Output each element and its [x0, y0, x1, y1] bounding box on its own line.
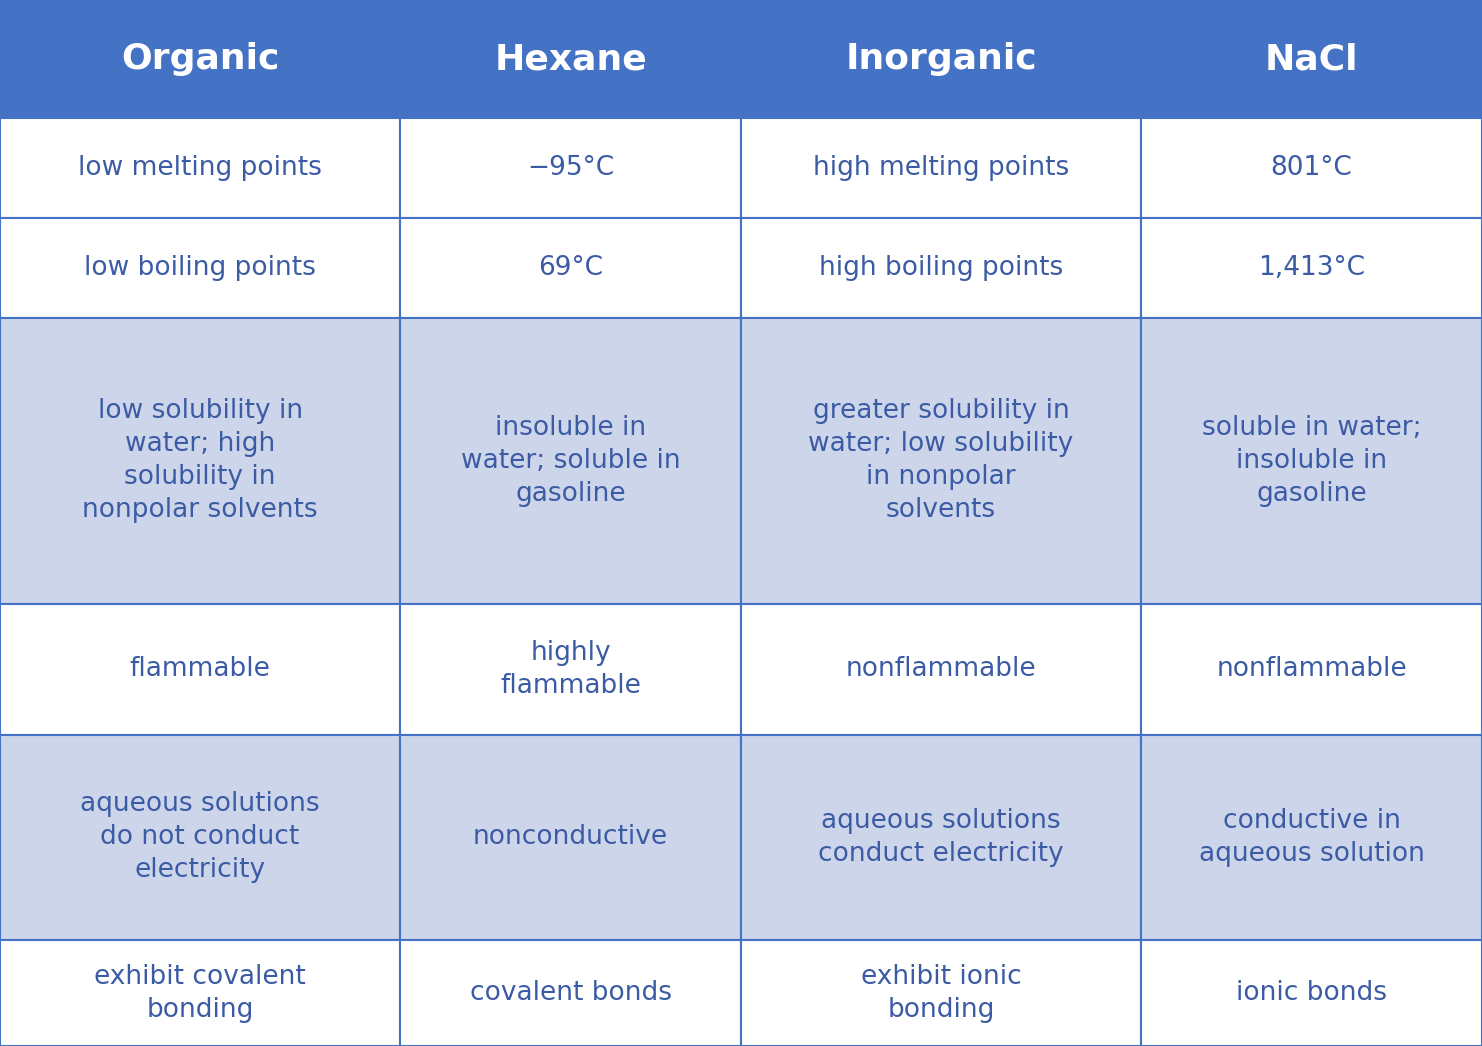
Text: nonconductive: nonconductive: [473, 824, 668, 850]
Bar: [0, 0, 400, 118]
Bar: [741, 0, 1141, 118]
Bar: [1141, 604, 1482, 734]
Bar: [741, 118, 1141, 218]
Text: highly
flammable: highly flammable: [499, 640, 642, 699]
Text: 801°C: 801°C: [1270, 155, 1353, 181]
Bar: [400, 0, 741, 118]
Text: nonflammable: nonflammable: [846, 656, 1036, 682]
Text: Hexane: Hexane: [494, 42, 648, 76]
Bar: [0, 940, 400, 1046]
Bar: [1141, 940, 1482, 1046]
Text: low solubility in
water; high
solubility in
nonpolar solvents: low solubility in water; high solubility…: [83, 399, 317, 523]
Bar: [741, 318, 1141, 604]
Text: greater solubility in
water; low solubility
in nonpolar
solvents: greater solubility in water; low solubil…: [809, 399, 1073, 523]
Bar: [400, 318, 741, 604]
Text: Inorganic: Inorganic: [845, 42, 1037, 76]
Text: flammable: flammable: [129, 656, 271, 682]
Bar: [0, 734, 400, 940]
Text: aqueous solutions
conduct electricity: aqueous solutions conduct electricity: [818, 808, 1064, 867]
Text: 69°C: 69°C: [538, 255, 603, 280]
Bar: [741, 734, 1141, 940]
Text: ionic bonds: ionic bonds: [1236, 980, 1387, 1006]
Bar: [741, 218, 1141, 318]
Text: conductive in
aqueous solution: conductive in aqueous solution: [1199, 808, 1424, 867]
Text: nonflammable: nonflammable: [1217, 656, 1406, 682]
Bar: [0, 118, 400, 218]
Text: high boiling points: high boiling points: [820, 255, 1063, 280]
Bar: [1141, 0, 1482, 118]
Bar: [400, 940, 741, 1046]
Text: −95°C: −95°C: [528, 155, 614, 181]
Text: exhibit ionic
bonding: exhibit ionic bonding: [861, 963, 1021, 1023]
Bar: [0, 604, 400, 734]
Text: covalent bonds: covalent bonds: [470, 980, 671, 1006]
Text: exhibit covalent
bonding: exhibit covalent bonding: [95, 963, 305, 1023]
Bar: [400, 218, 741, 318]
Bar: [741, 604, 1141, 734]
Bar: [1141, 734, 1482, 940]
Bar: [1141, 118, 1482, 218]
Text: aqueous solutions
do not conduct
electricity: aqueous solutions do not conduct electri…: [80, 792, 320, 884]
Bar: [0, 318, 400, 604]
Bar: [1141, 218, 1482, 318]
Bar: [400, 118, 741, 218]
Text: low melting points: low melting points: [79, 155, 322, 181]
Bar: [1141, 318, 1482, 604]
Text: high melting points: high melting points: [814, 155, 1069, 181]
Bar: [400, 734, 741, 940]
Text: soluble in water;
insoluble in
gasoline: soluble in water; insoluble in gasoline: [1202, 414, 1421, 506]
Text: NaCl: NaCl: [1264, 42, 1359, 76]
Text: Organic: Organic: [122, 42, 279, 76]
Bar: [400, 604, 741, 734]
Text: 1,413°C: 1,413°C: [1258, 255, 1365, 280]
Text: insoluble in
water; soluble in
gasoline: insoluble in water; soluble in gasoline: [461, 414, 680, 506]
Text: low boiling points: low boiling points: [84, 255, 316, 280]
Bar: [741, 940, 1141, 1046]
Bar: [0, 218, 400, 318]
